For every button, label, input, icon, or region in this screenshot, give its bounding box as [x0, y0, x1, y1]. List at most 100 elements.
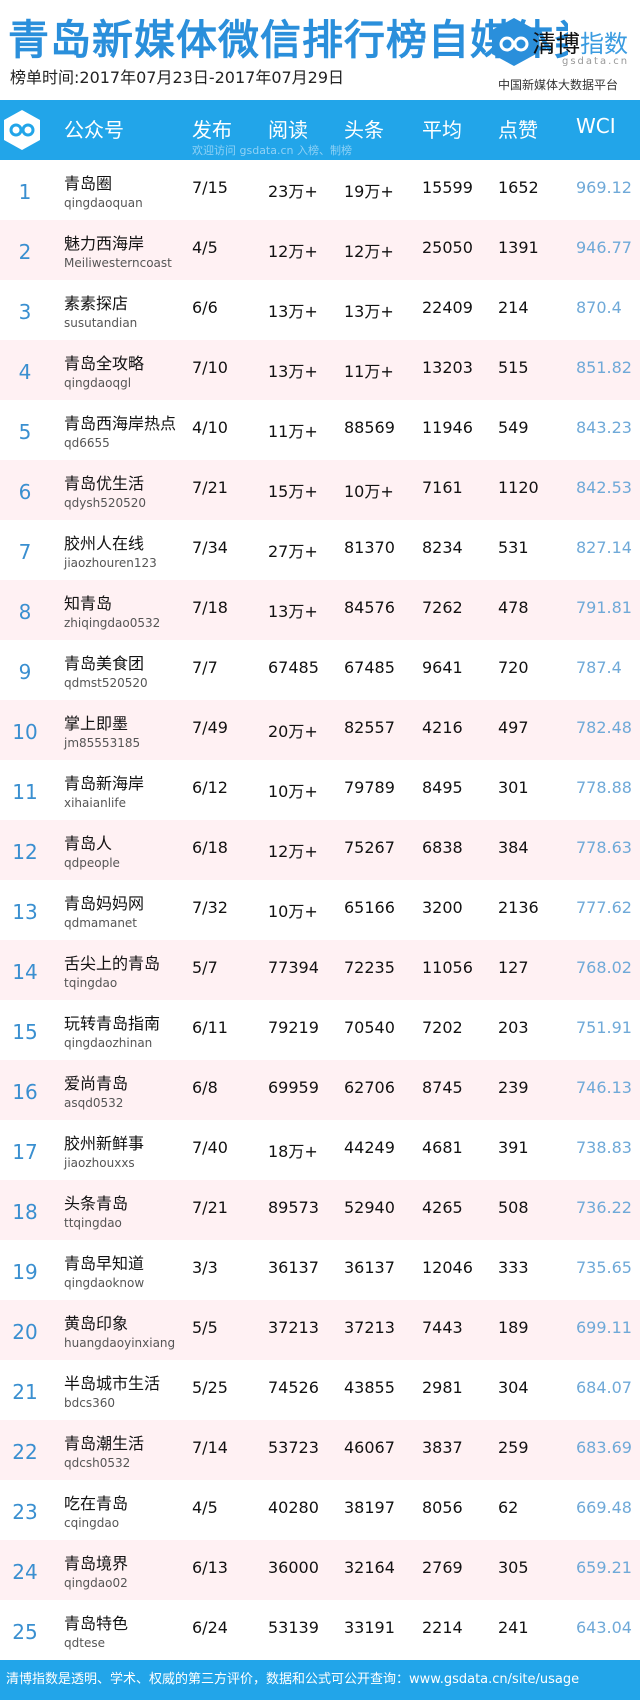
cell-rank: 21	[12, 1380, 38, 1404]
cell-average: 2214	[422, 1618, 463, 1637]
cell-rank: 1	[18, 180, 32, 204]
cell-headline: 75267	[344, 838, 395, 857]
cell-account-handle: jiaozhouxxs	[64, 1156, 135, 1170]
cell-rank: 9	[18, 660, 32, 684]
table-row: 17 胶州新鲜事 jiaozhouxxs 7/40 18万+ 44249 4681 391 73…	[0, 1120, 640, 1180]
cell-publish: 7/34	[192, 538, 228, 557]
cell-publish: 7/32	[192, 898, 228, 917]
cell-publish: 6/13	[192, 1558, 228, 1577]
table-row: 20 黄岛印象 huangdaoyinxiang 5/5 37213 37213 7443 1…	[0, 1300, 640, 1360]
cell-account-handle: qdtese	[64, 1636, 105, 1650]
cell-account-name: 舌尖上的青岛	[64, 954, 161, 973]
header-watermark: 欢迎访问 gsdata.cn 入榜、制榜	[192, 144, 352, 157]
cell-likes: 127	[498, 958, 529, 977]
cell-likes: 531	[498, 538, 529, 557]
cell-publish: 7/21	[192, 1198, 228, 1217]
cell-headline: 84576	[344, 598, 395, 617]
cell-publish: 6/8	[192, 1078, 218, 1097]
cell-read: 27万+	[268, 542, 318, 561]
table-header: 公众号 发布 阅读 头条 平均 点赞 WCI 欢迎访问 gsdata.cn 入榜…	[0, 100, 640, 160]
cell-headline: 33191	[344, 1618, 395, 1637]
table-row: 22 青岛潮生活 qdcsh0532 7/14 53723 46067 3837 259 683…	[0, 1420, 640, 1480]
cell-publish: 7/7	[192, 658, 218, 677]
cell-likes: 549	[498, 418, 529, 437]
cell-headline: 67485	[344, 658, 395, 677]
table-row: 9 青岛美食团 qdmst520520 7/7 67485 67485 9641 720 787…	[0, 640, 640, 700]
cell-average: 3837	[422, 1438, 463, 1457]
cell-wci: 738.83	[576, 1138, 632, 1157]
cell-publish: 4/5	[192, 238, 218, 257]
cell-likes: 189	[498, 1318, 529, 1337]
cell-rank: 10	[12, 720, 38, 744]
cell-likes: 720	[498, 658, 529, 677]
cell-account-handle: qd6655	[64, 436, 110, 450]
cell-rank: 5	[18, 420, 32, 444]
cell-publish: 3/3	[192, 1258, 218, 1277]
cell-headline: 72235	[344, 958, 395, 977]
table-row: 25 青岛特色 qdtese 6/24 53139 33191 2214 241 643.04	[0, 1600, 640, 1660]
cell-account-name: 青岛人	[64, 834, 113, 853]
cell-headline: 37213	[344, 1318, 395, 1337]
cell-headline: 19万+	[344, 182, 394, 201]
cell-rank: 15	[12, 1020, 38, 1044]
cell-account-name: 青岛美食团	[64, 654, 145, 673]
cell-publish: 7/15	[192, 178, 228, 197]
cell-wci: 669.48	[576, 1498, 632, 1517]
cell-account-name: 青岛优生活	[64, 474, 145, 493]
cell-rank: 23	[12, 1500, 38, 1524]
cell-headline: 46067	[344, 1438, 395, 1457]
page-title: 青岛新媒体微信排行榜自媒体类	[8, 16, 568, 64]
cell-publish: 6/12	[192, 778, 228, 797]
cell-likes: 203	[498, 1018, 529, 1037]
cell-likes: 384	[498, 838, 529, 857]
cell-account-handle: qingdaoknow	[64, 1276, 145, 1290]
cell-account-name: 吃在青岛	[64, 1494, 129, 1513]
cell-headline: 38197	[344, 1498, 395, 1517]
cell-wci: 870.4	[576, 298, 622, 317]
cell-likes: 497	[498, 718, 529, 737]
table-row: 16 爱尚青岛 asqd0532 6/8 69959 62706 8745 239 746.13	[0, 1060, 640, 1120]
table-row: 15 玩转青岛指南 qingdaozhinan 6/11 79219 70540 7202 2…	[0, 1000, 640, 1060]
cell-read: 18万+	[268, 1142, 318, 1161]
cell-headline: 32164	[344, 1558, 395, 1577]
cell-average: 15599	[422, 178, 473, 197]
cell-account-handle: qingdaozhinan	[64, 1036, 153, 1050]
cell-read: 13万+	[268, 362, 318, 381]
cell-likes: 391	[498, 1138, 529, 1157]
cell-headline: 82557	[344, 718, 395, 737]
cell-account-handle: ttqingdao	[64, 1216, 122, 1230]
cell-rank: 12	[12, 840, 38, 864]
gsdata-logo-icon	[492, 18, 536, 66]
cell-wci: 969.12	[576, 178, 632, 197]
cell-average: 7262	[422, 598, 463, 617]
ranking-table-body: 1 青岛圈 qingdaoquan 7/15 23万+ 19万+ 15599 1652 969.…	[0, 160, 640, 1660]
cell-wci: 946.77	[576, 238, 632, 257]
cell-publish: 7/40	[192, 1138, 228, 1157]
cell-rank: 24	[12, 1560, 38, 1584]
table-row: 24 青岛境界 qingdao02 6/13 36000 32164 2769 305 659.…	[0, 1540, 640, 1600]
cell-average: 4681	[422, 1138, 463, 1157]
cell-headline: 81370	[344, 538, 395, 557]
cell-account-handle: xihaianlife	[64, 796, 126, 810]
column-header-publish: 发布	[192, 118, 232, 142]
cell-read: 53723	[268, 1438, 319, 1457]
cell-likes: 478	[498, 598, 529, 617]
cell-headline: 10万+	[344, 482, 394, 501]
cell-wci: 827.14	[576, 538, 632, 557]
cell-read: 77394	[268, 958, 319, 977]
cell-wci: 787.4	[576, 658, 622, 677]
cell-likes: 333	[498, 1258, 529, 1277]
cell-rank: 13	[12, 900, 38, 924]
table-row: 13 青岛妈妈网 qdmamanet 7/32 10万+ 65166 3200 2136 777…	[0, 880, 640, 940]
cell-average: 8056	[422, 1498, 463, 1517]
cell-wci: 751.91	[576, 1018, 632, 1037]
table-row: 2 魅力西海岸 Meiliwesterncoast 4/5 12万+ 12万+ 25050 1…	[0, 220, 640, 280]
cell-wci: 746.13	[576, 1078, 632, 1097]
table-row: 5 青岛西海岸热点 qd6655 4/10 11万+ 88569 11946 549 843.2…	[0, 400, 640, 460]
cell-rank: 4	[18, 360, 32, 384]
cell-account-name: 青岛西海岸热点	[64, 414, 177, 433]
cell-wci: 735.65	[576, 1258, 632, 1277]
cell-account-handle: jiaozhouren123	[64, 556, 157, 570]
cell-account-handle: susutandian	[64, 316, 138, 330]
